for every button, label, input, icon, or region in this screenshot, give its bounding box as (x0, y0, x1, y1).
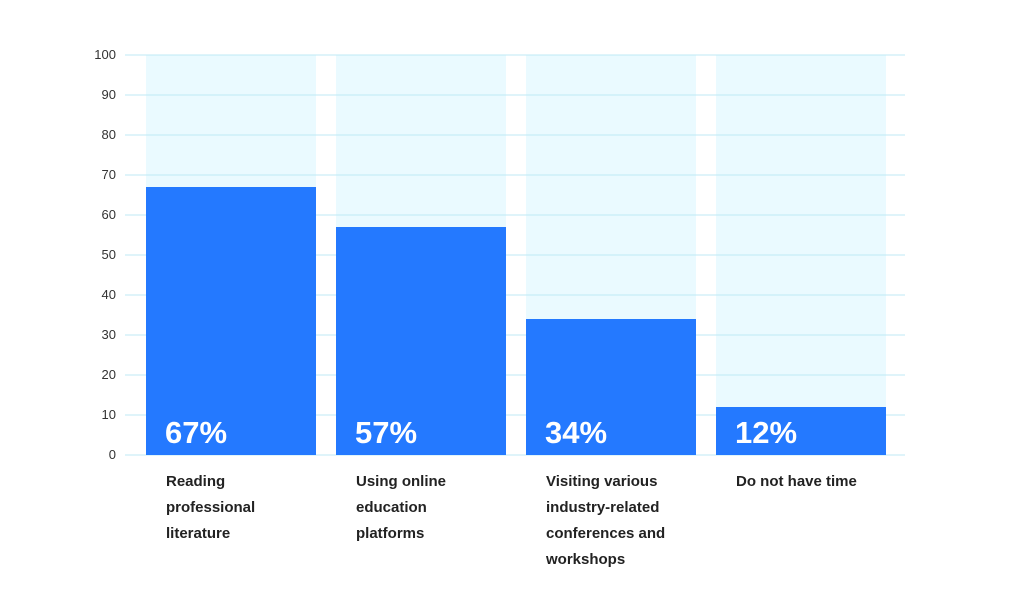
y-tick-label: 90 (102, 87, 116, 102)
x-category-label-line: platforms (356, 525, 424, 542)
bar (526, 319, 696, 455)
data-label: 12% (735, 415, 797, 450)
x-category-label-line: Using online (356, 473, 446, 490)
x-category-label-line: literature (166, 525, 230, 542)
labels: 0 10 20 30 40 50 60 70 80 90 100 67% Reading professi… (94, 47, 857, 568)
x-category-label: Reading professional literature (166, 473, 255, 542)
y-tick-label: 40 (102, 287, 116, 302)
y-tick-label: 70 (102, 167, 116, 182)
y-tick-label: 80 (102, 127, 116, 142)
data-label: 34% (545, 415, 607, 450)
x-category-label-line: professional (166, 499, 255, 516)
x-category-label-line: industry-related (546, 499, 659, 516)
x-category-label-line: Do not have time (736, 473, 857, 490)
x-category-label-line: conferences and (546, 525, 665, 542)
x-category-label-line: Visiting various (546, 473, 657, 490)
bar (336, 227, 506, 455)
bar (146, 187, 316, 455)
y-tick-label: 10 (102, 407, 116, 422)
y-tick-label: 0 (109, 447, 116, 462)
x-category-label-line: workshops (545, 551, 625, 568)
y-tick-label: 60 (102, 207, 116, 222)
x-category-label: Using online education platforms (356, 473, 446, 542)
y-tick-label: 30 (102, 327, 116, 342)
x-category-label-line: Reading (166, 473, 225, 490)
data-label: 67% (165, 415, 227, 450)
y-tick-label: 50 (102, 247, 116, 262)
y-tick-label: 100 (94, 47, 116, 62)
y-tick-label: 20 (102, 367, 116, 382)
bar (716, 407, 886, 455)
bars (146, 187, 886, 455)
data-label: 57% (355, 415, 417, 450)
x-category-label: Visiting various industry-related conferen… (545, 473, 665, 568)
x-category-label-line: education (356, 499, 427, 516)
x-category-label: Do not have time (736, 473, 857, 490)
